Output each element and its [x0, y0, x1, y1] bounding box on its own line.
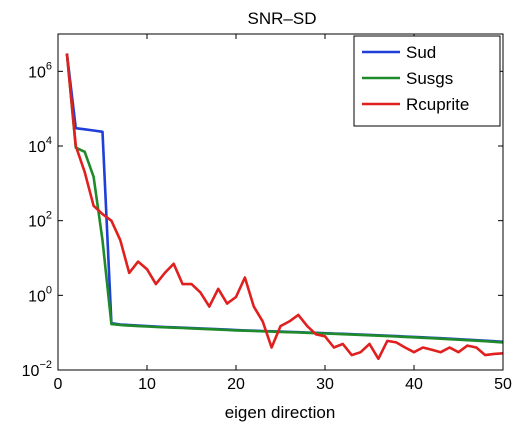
series-layer — [65, 53, 503, 361]
legend-label-susgs: Susgs — [406, 69, 453, 88]
y-tick-label: 100 — [28, 284, 52, 305]
y-tick-label: 106 — [28, 60, 52, 81]
x-tick-label: 20 — [227, 376, 245, 393]
x-tick-label: 10 — [138, 376, 156, 393]
chart-title: SNR–SD — [248, 9, 317, 28]
legend: Sud Susgs Rcuprite — [353, 35, 501, 127]
legend-label-rcuprite: Rcuprite — [406, 95, 469, 114]
tick-labels-layer: 0 10 20 30 40 50 10−2 100 102 104 106 — [22, 60, 512, 393]
x-axis-label: eigen direction — [225, 403, 336, 422]
y-tick-label: 10−2 — [22, 359, 52, 380]
y-tick-label: 104 — [28, 135, 52, 156]
x-tick-label: 50 — [494, 376, 512, 393]
legend-label-sud: Sud — [406, 43, 436, 62]
x-tick-label: 0 — [54, 376, 63, 393]
series-line-susgs — [65, 53, 503, 344]
plot-frame — [57, 33, 504, 371]
x-tick-label: 30 — [316, 376, 334, 393]
series-line-rcuprite — [65, 53, 503, 361]
y-tick-label: 102 — [28, 210, 52, 231]
x-tick-label: 40 — [405, 376, 423, 393]
